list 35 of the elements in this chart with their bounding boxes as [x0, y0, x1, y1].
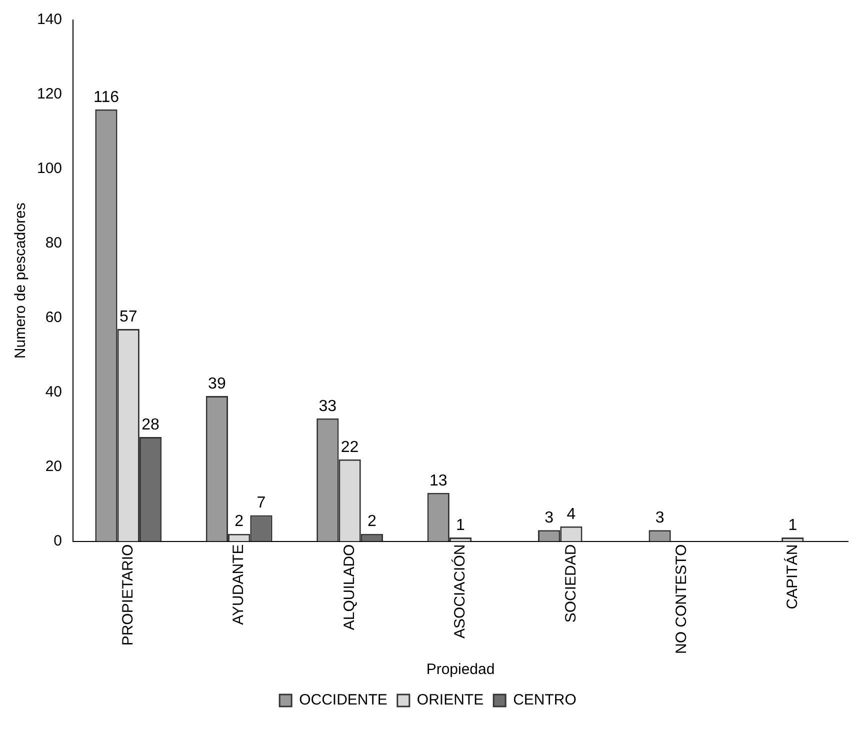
- y-tick-label: 80: [45, 234, 62, 252]
- data-label: 4: [566, 506, 576, 523]
- x-tick-label: ASOCIACIÓN: [450, 544, 469, 638]
- y-axis-title: Numero de pescadores: [12, 202, 30, 359]
- data-label: 57: [119, 308, 138, 326]
- data-label: 1: [788, 516, 798, 534]
- x-tick-label: CAPITÁN: [782, 544, 801, 610]
- data-label: 39: [208, 375, 226, 392]
- x-tick-label: AYUDANTE: [230, 544, 248, 625]
- data-label: 3: [544, 510, 554, 527]
- y-tick-label: 60: [45, 309, 62, 326]
- y-tick-label: 120: [36, 86, 62, 103]
- data-label: 13: [429, 472, 448, 490]
- x-tick-label: SOCIEDAD: [562, 544, 580, 623]
- x-tick-label: NO CONTESTO: [673, 544, 690, 654]
- y-tick-label: 140: [36, 11, 62, 28]
- x-tick-label: ALQUILADO: [340, 544, 358, 630]
- data-label: 28: [142, 416, 160, 434]
- data-label: 22: [340, 438, 359, 456]
- y-tick-label: 100: [36, 160, 62, 178]
- data-label: 7: [256, 494, 266, 512]
- legend-label: ORIENTE: [416, 692, 484, 709]
- data-label: 33: [318, 398, 337, 415]
- x-tick-label: PROPIETARIO: [120, 544, 137, 646]
- y-tick-label: 20: [45, 458, 62, 475]
- data-label: 3: [655, 510, 664, 527]
- legend-label: OCCIDENTE: [299, 692, 388, 709]
- y-tick-label: 40: [45, 383, 62, 400]
- data-label: 2: [234, 513, 244, 530]
- x-axis-title: Propiedad: [426, 661, 495, 678]
- legend-label: CENTRO: [513, 692, 576, 709]
- data-label: 1: [456, 516, 466, 534]
- data-label: 2: [367, 513, 376, 530]
- y-tick-label: 0: [54, 532, 62, 550]
- data-label: 116: [93, 88, 120, 106]
